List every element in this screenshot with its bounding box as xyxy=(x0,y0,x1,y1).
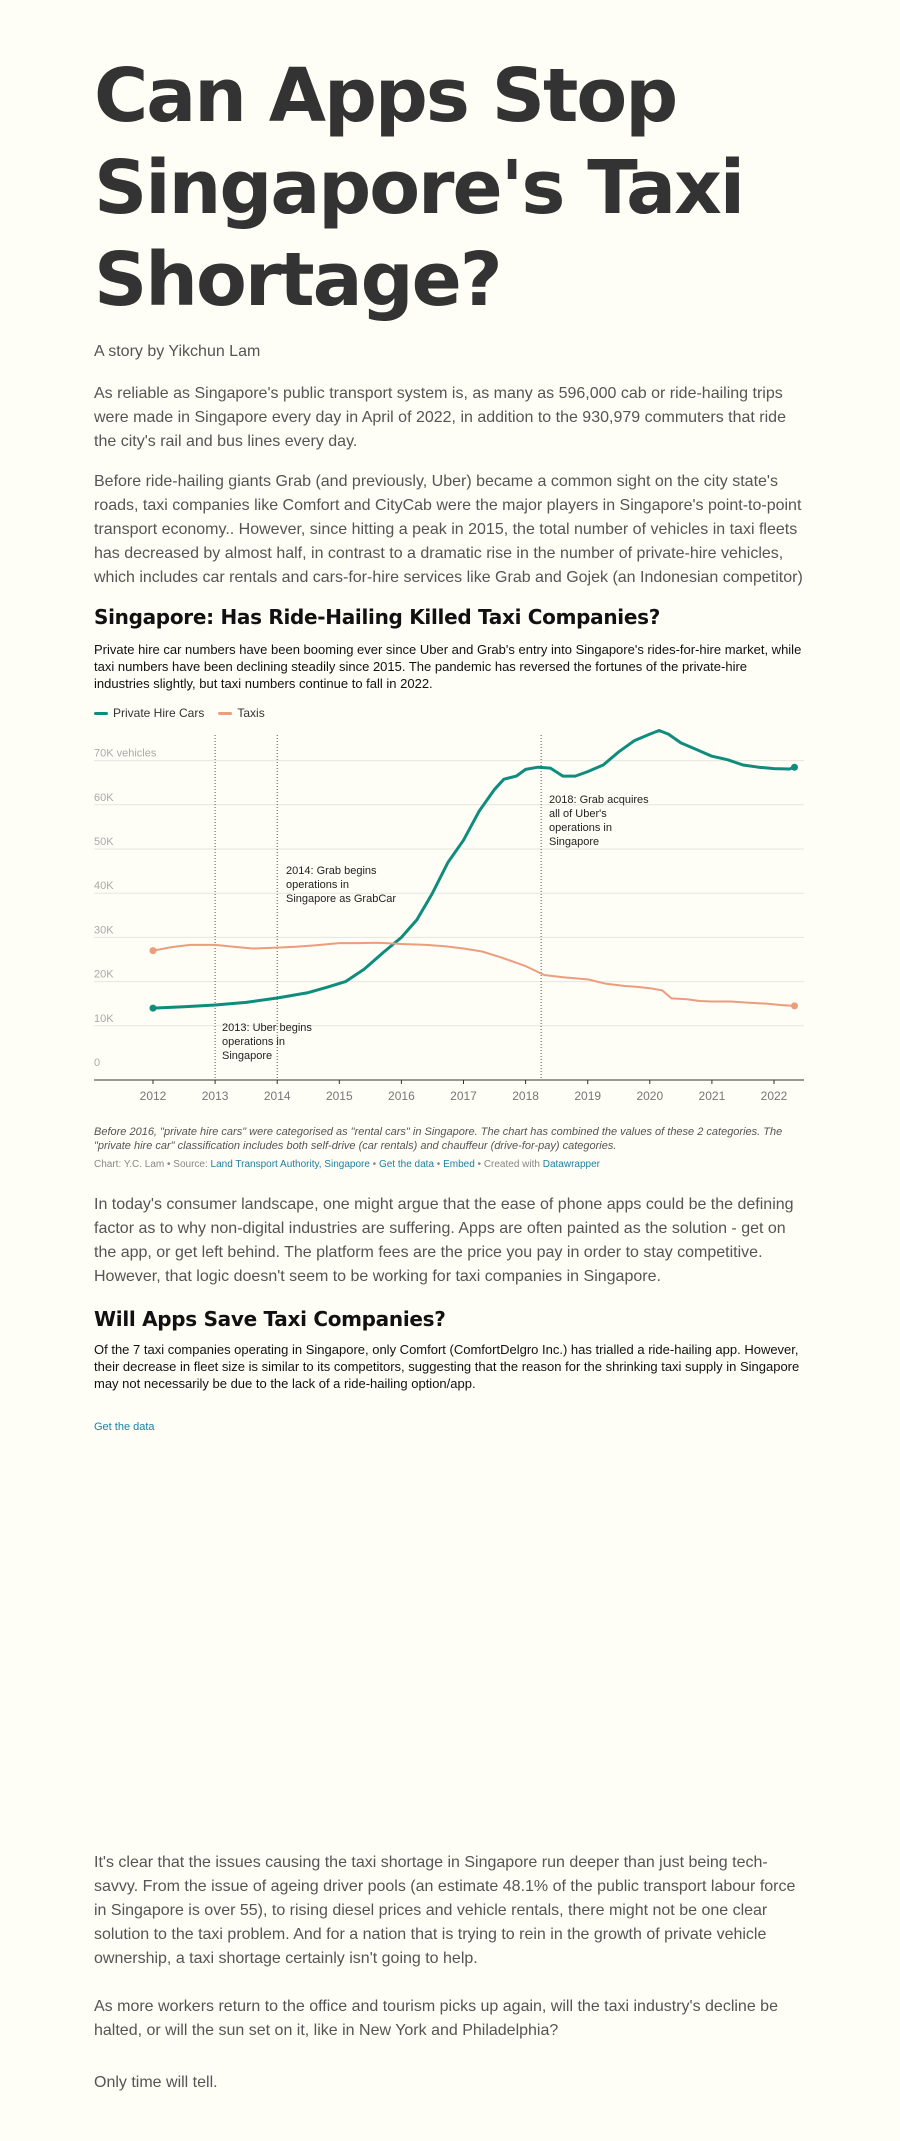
datawrapper-link[interactable]: Datawrapper xyxy=(542,1159,601,1170)
chart-source-footer: Chart: Y.C. Lam • Source: Land Transport… xyxy=(94,1159,804,1170)
legend-item-private-hire: Private Hire Cars xyxy=(94,706,204,720)
legend-label-taxis: Taxis xyxy=(237,706,265,720)
x-tick-label: 2016 xyxy=(388,1089,415,1103)
series-start-point-taxis xyxy=(149,947,157,955)
paragraph-4: It's clear that the issues causing the t… xyxy=(94,1854,796,1967)
series-end-point-taxis xyxy=(790,1002,798,1010)
annotation-grab-begins: 2014: Grab begins operations in Singapor… xyxy=(286,864,396,906)
series-start-point-private-hire xyxy=(149,1004,157,1012)
legend-item-taxis: Taxis xyxy=(218,706,265,720)
chart2-get-data-link[interactable]: Get the data xyxy=(94,1421,155,1433)
annotation-uber-line: operations in xyxy=(222,1036,285,1048)
x-tick-label: 2012 xyxy=(140,1089,167,1103)
chart-description: Private hire car numbers have been boomi… xyxy=(94,642,802,691)
source-link[interactable]: Land Transport Authority, Singapore xyxy=(210,1159,370,1170)
annotation-grab-line: 2014: Grab begins xyxy=(286,865,377,877)
chart-credit: Chart: Y.C. Lam • Source: xyxy=(94,1159,211,1170)
get-data-link[interactable]: Get the data xyxy=(378,1159,435,1170)
x-tick-label: 2022 xyxy=(761,1089,788,1103)
separator: • xyxy=(369,1159,379,1170)
x-tick-label: 2013 xyxy=(202,1089,229,1103)
y-tick-label: 50K xyxy=(94,836,114,848)
chart-legend: Private Hire Cars Taxis xyxy=(94,706,265,720)
embed-link[interactable]: Embed xyxy=(443,1159,475,1170)
chart-notes: Before 2016, "private hire cars" were ca… xyxy=(94,1126,783,1152)
chart2-description: Of the 7 taxi companies operating in Sin… xyxy=(94,1342,800,1391)
y-tick-label: 10K xyxy=(94,1013,114,1025)
article-title: Can Apps Stop Singapore's Taxi Shortage? xyxy=(94,53,745,323)
y-tick-label: 70K vehicles xyxy=(94,748,157,760)
series-end-point-private-hire xyxy=(790,763,798,771)
article-byline: A story by Yikchun Lam xyxy=(94,343,261,360)
series-line-taxis xyxy=(152,941,796,1007)
annotation-acquire-line: Singapore xyxy=(549,836,600,848)
y-tick-label: 0 xyxy=(94,1057,100,1069)
chart-title: Singapore: Has Ride-Hailing Killed Taxi … xyxy=(94,605,661,629)
x-tick-label: 2014 xyxy=(264,1089,291,1103)
chart2-title: Will Apps Save Taxi Companies? xyxy=(94,1307,446,1331)
x-tick-label: 2017 xyxy=(450,1089,477,1103)
annotation-grab-acquires: 2018: Grab acquires all of Uber's operat… xyxy=(549,793,649,849)
paragraph-6: Only time will tell. xyxy=(94,2074,218,2091)
x-tick-label: 2019 xyxy=(574,1089,601,1103)
paragraph-1: As reliable as Singapore's public transp… xyxy=(94,385,786,450)
x-tick-label: 2015 xyxy=(326,1089,353,1103)
y-tick-label: 30K xyxy=(94,924,114,936)
paragraph-5: As more workers return to the office and… xyxy=(94,1998,778,2039)
paragraph-2: Before ride-hailing giants Grab (and pre… xyxy=(94,473,803,586)
x-tick-label: 2018 xyxy=(512,1089,539,1103)
annotation-grab-line: operations in xyxy=(286,879,349,891)
separator: • xyxy=(434,1159,444,1170)
created-with-text: • Created with xyxy=(474,1159,543,1170)
annotation-uber-line: Singapore xyxy=(222,1050,273,1062)
annotation-acquire-line: all of Uber's xyxy=(549,808,607,820)
legend-swatch-taxis xyxy=(218,711,233,715)
paragraph-3: In today's consumer landscape, one might… xyxy=(94,1196,794,1285)
x-tick-label: 2021 xyxy=(699,1089,726,1103)
annotation-acquire-line: operations in xyxy=(549,822,612,834)
annotation-acquire-line: 2018: Grab acquires xyxy=(549,794,649,806)
annotation-uber-line: 2013: Uber begins xyxy=(222,1022,312,1034)
legend-label-private-hire: Private Hire Cars xyxy=(113,706,205,720)
series-line-private-hire xyxy=(151,729,796,1010)
y-tick-label: 60K xyxy=(94,792,114,804)
annotation-uber: 2013: Uber begins operations in Singapor… xyxy=(222,1021,312,1063)
y-tick-label: 40K xyxy=(94,880,114,892)
y-tick-label: 20K xyxy=(94,969,114,981)
legend-swatch-private-hire xyxy=(94,711,108,715)
x-tick-label: 2020 xyxy=(636,1089,663,1103)
annotation-grab-line: Singapore as GrabCar xyxy=(286,893,397,905)
